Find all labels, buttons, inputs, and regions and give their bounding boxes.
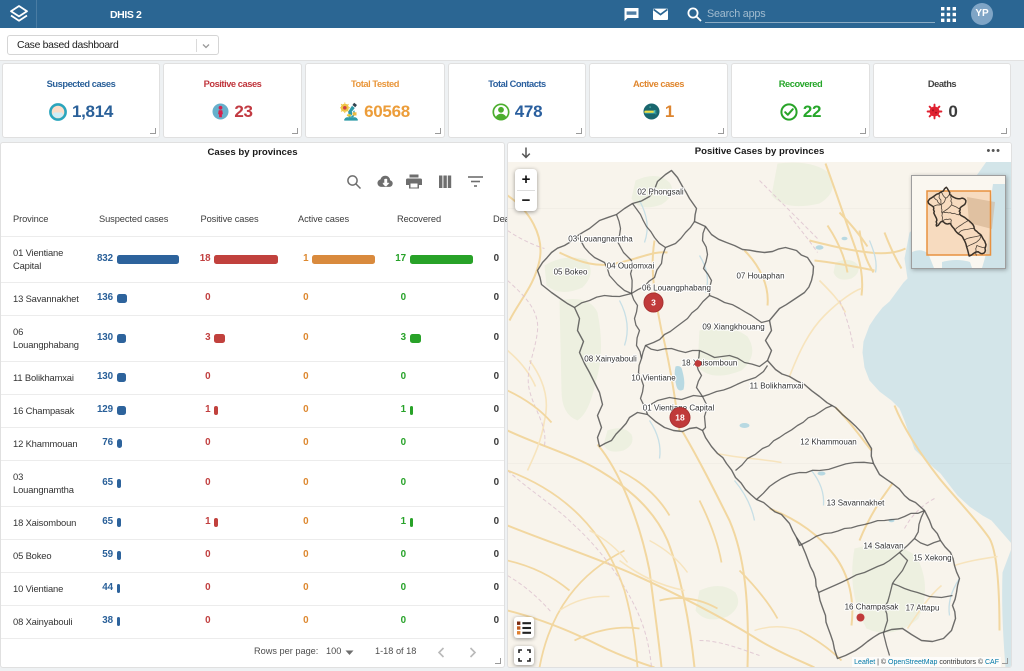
svg-text:03 Louangnamtha: 03 Louangnamtha (568, 235, 633, 244)
svg-text:09 Xiangkhouang: 09 Xiangkhouang (702, 323, 764, 332)
svg-text:15 Xekong: 15 Xekong (913, 554, 951, 563)
svg-text:04 Oudomxai: 04 Oudomxai (607, 262, 655, 271)
svg-text:02 Phongsali: 02 Phongsali (637, 188, 683, 197)
svg-text:06 Louangphabang: 06 Louangphabang (642, 284, 711, 293)
svg-text:3: 3 (651, 298, 656, 308)
svg-text:07 Houaphan: 07 Houaphan (736, 272, 784, 281)
svg-text:17 Attapu: 17 Attapu (906, 604, 940, 613)
svg-text:14 Salavan: 14 Salavan (863, 542, 903, 551)
svg-text:05 Bokeo: 05 Bokeo (554, 268, 588, 277)
svg-text:11 Bolikhamxai: 11 Bolikhamxai (750, 382, 804, 391)
svg-text:18 Xaisomboun: 18 Xaisomboun (682, 359, 738, 368)
svg-text:08 Xainyabouli: 08 Xainyabouli (584, 355, 637, 364)
svg-text:16 Champasak: 16 Champasak (845, 603, 900, 612)
svg-text:10 Vientiane: 10 Vientiane (631, 374, 676, 383)
svg-text:12 Khammouan: 12 Khammouan (800, 438, 856, 447)
svg-text:18: 18 (675, 413, 685, 423)
svg-text:13 Savannakhet: 13 Savannakhet (827, 499, 886, 508)
